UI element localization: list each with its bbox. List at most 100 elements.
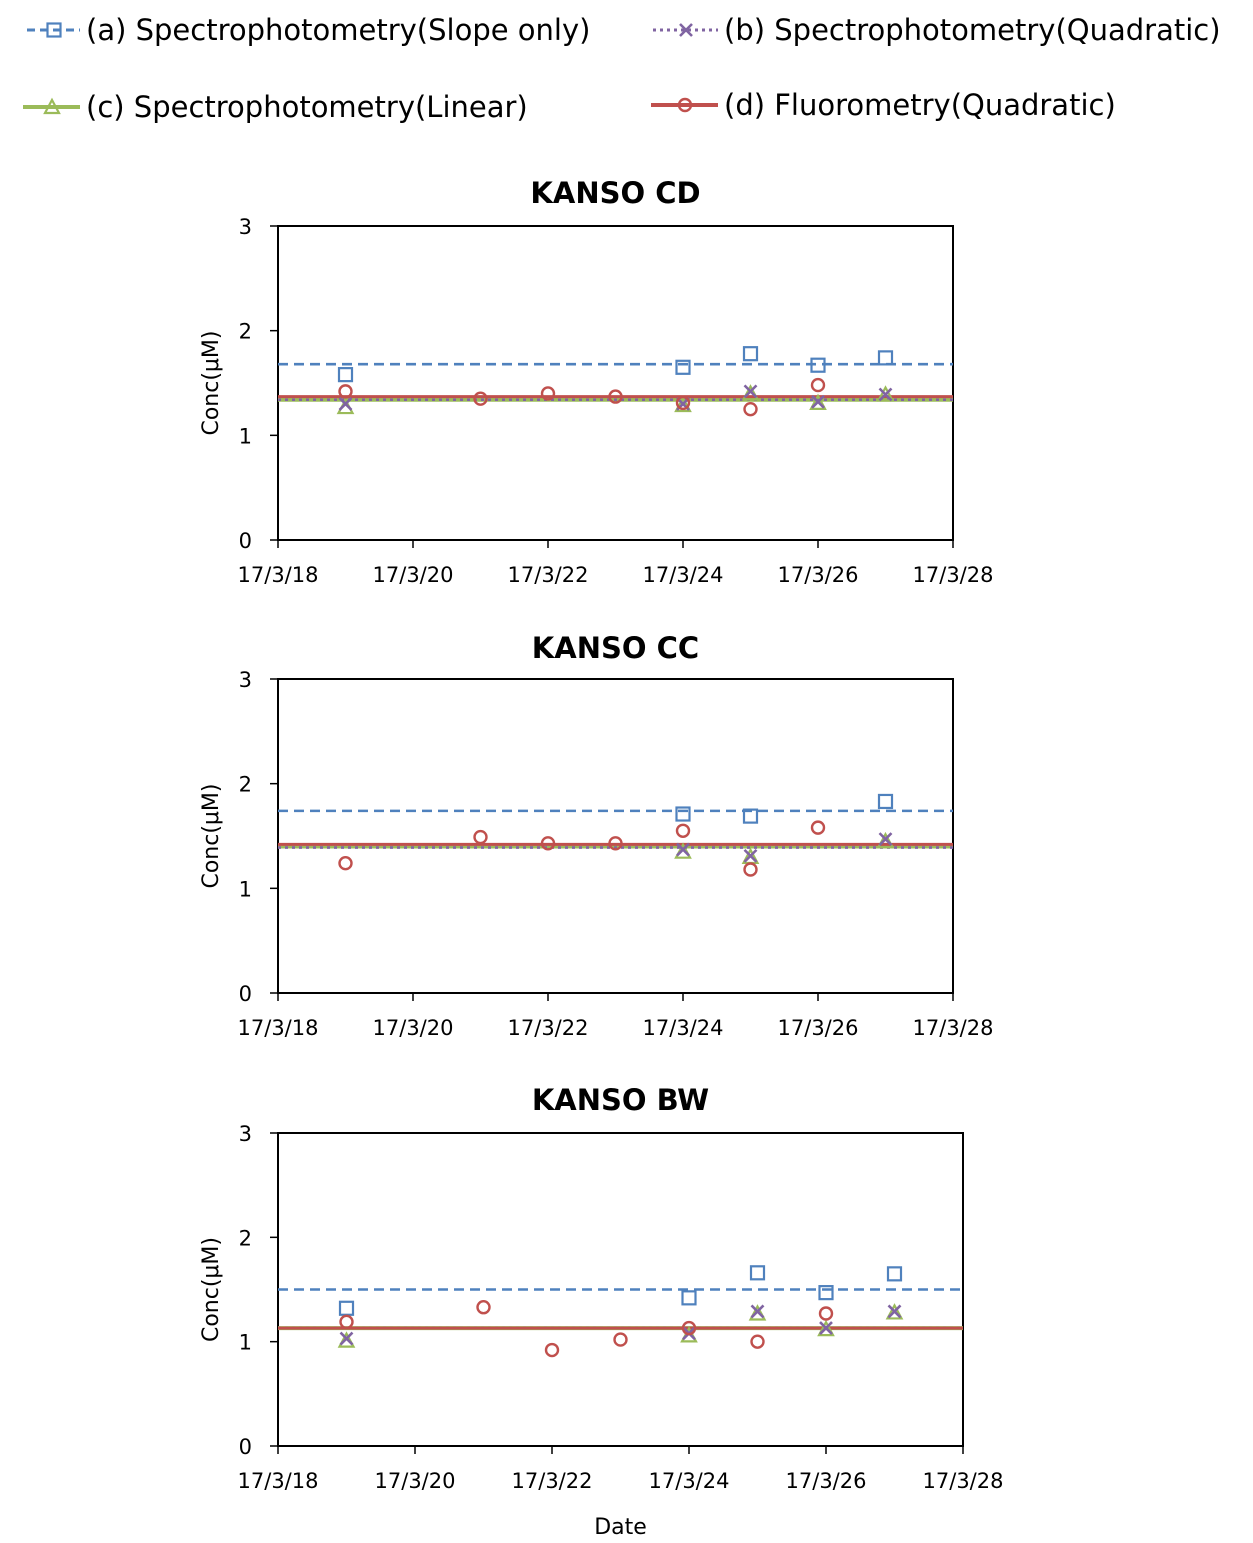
data-point-d (810, 377, 826, 393)
data-point-d (540, 836, 556, 851)
data-point-c (817, 1319, 835, 1337)
legend-label-b: (b) Spectrophotometry(Quadratic) (724, 13, 1221, 47)
x-axis-label: Date (594, 1515, 647, 1540)
data-point-b (878, 387, 893, 402)
data-point-b (676, 842, 690, 857)
legend-marker-a (46, 22, 62, 38)
data-point-d (750, 1334, 765, 1349)
data-point-b (338, 397, 353, 411)
y-tick-label: 2 (239, 320, 252, 344)
data-point-d (540, 386, 556, 401)
legend-swatch-fluorometry (651, 97, 718, 113)
data-point-b (878, 832, 893, 847)
legend-marker-d (677, 97, 693, 113)
plot-area (277, 678, 954, 994)
data-point-d (675, 395, 691, 411)
chart-panel-bw: KANSO BW 0 1 2 3 17/3/18 17/3/20 17/3/22 17/3/24… (199, 1083, 1003, 1540)
data-point-a (742, 808, 759, 824)
y-tick-label: 1 (239, 424, 252, 448)
x-tick-label: 17/3/22 (508, 1016, 589, 1040)
y-tick-label: 2 (239, 773, 252, 797)
data-point-d (743, 401, 758, 417)
data-point-d (743, 862, 758, 877)
data-point-d (338, 384, 353, 399)
data-point-a (675, 806, 691, 822)
data-point-c (337, 1331, 356, 1348)
data-point-b (887, 1304, 902, 1319)
data-point-d (608, 389, 623, 404)
data-point-b (743, 384, 758, 399)
y-tick-label: 3 (239, 668, 252, 692)
y-axis-label: Conc(μM) (199, 1237, 224, 1342)
x-tick-label: 17/3/22 (508, 563, 589, 587)
legend-item-b: (b) Spectrophotometry(Quadratic) (650, 10, 1221, 50)
data-point-b (339, 1331, 354, 1346)
y-axis-label: Conc(μM) (199, 783, 224, 888)
data-point-a (818, 1285, 834, 1301)
data-point-b (819, 1321, 833, 1336)
legend-swatch-quadratic (653, 23, 718, 37)
y-tick-label: 0 (239, 982, 252, 1006)
data-point-d (608, 836, 623, 851)
data-point-d (339, 1314, 354, 1330)
data-point-a (886, 1266, 903, 1282)
data-point-a (877, 350, 894, 366)
x-tick-label: 17/3/24 (649, 1469, 730, 1493)
legend-label-a: (a) Spectrophotometry(Slope only) (86, 13, 591, 47)
y-tick-label: 0 (239, 529, 252, 553)
data-point-c (809, 393, 827, 410)
legend-swatch-slope-only (27, 22, 80, 38)
x-tick-label: 17/3/28 (913, 563, 994, 587)
x-tick-label: 17/3/20 (375, 1469, 456, 1493)
legend-swatch-linear (23, 97, 80, 115)
x-tick-label: 17/3/22 (512, 1469, 593, 1493)
data-point-a (749, 1265, 766, 1281)
data-point-c (674, 395, 692, 413)
data-point-b (811, 394, 825, 409)
data-point-c (885, 1303, 904, 1320)
data-point-d (544, 1342, 560, 1358)
y-tick-label: 2 (239, 1226, 252, 1250)
x-tick-label: 17/3/26 (778, 563, 859, 587)
data-point-d (476, 1300, 491, 1315)
y-tick-label: 3 (239, 1122, 252, 1146)
legend-marker-b (679, 23, 693, 37)
chart-title: KANSO CD (530, 176, 700, 210)
data-point-a (337, 367, 354, 383)
data-point-c (876, 385, 895, 402)
y-tick-label: 3 (239, 215, 252, 239)
x-tick-label: 17/3/28 (923, 1469, 1004, 1493)
data-point-a (675, 359, 691, 375)
data-point-b (743, 848, 758, 863)
x-tick-label: 17/3/24 (643, 1016, 724, 1040)
legend-item-c: (c) Spectrophotometry(Linear) (20, 87, 528, 127)
chart-panel-cc: KANSO CC 0 1 2 3 17/3/18 17/3/20 17/3/22 17/3/24… (199, 631, 993, 1040)
data-point-d (338, 856, 353, 871)
x-tick-label: 17/3/28 (913, 1016, 994, 1040)
data-point-c (748, 1304, 767, 1321)
chart-title: KANSO CC (532, 631, 699, 665)
data-point-a (742, 346, 759, 362)
data-point-a (681, 1290, 697, 1306)
data-point-c (876, 831, 895, 849)
data-point-c (674, 842, 692, 859)
chart-title: KANSO BW (532, 1083, 709, 1117)
x-tick-label: 17/3/24 (643, 563, 724, 587)
legend-label-d: (d) Fluorometry(Quadratic) (724, 88, 1116, 122)
y-tick-label: 0 (239, 1435, 252, 1459)
legend-marker-c (43, 97, 61, 115)
x-tick-label: 17/3/20 (373, 1016, 454, 1040)
data-point-d (681, 1320, 697, 1336)
data-point-a (877, 793, 894, 810)
data-point-d (818, 1306, 834, 1321)
legend-item-d: (d) Fluorometry(Quadratic) (648, 85, 1116, 125)
x-tick-label: 17/3/18 (238, 563, 319, 587)
data-point-c (680, 1326, 698, 1343)
x-tick-label: 17/3/20 (373, 563, 454, 587)
y-tick-label: 1 (239, 877, 252, 901)
data-point-c (741, 384, 760, 401)
legend: (a) Spectrophotometry(Slope only) (b) Sp… (0, 0, 1253, 150)
data-point-b (750, 1304, 765, 1319)
data-point-d (473, 829, 488, 845)
y-tick-label: 1 (239, 1331, 252, 1355)
